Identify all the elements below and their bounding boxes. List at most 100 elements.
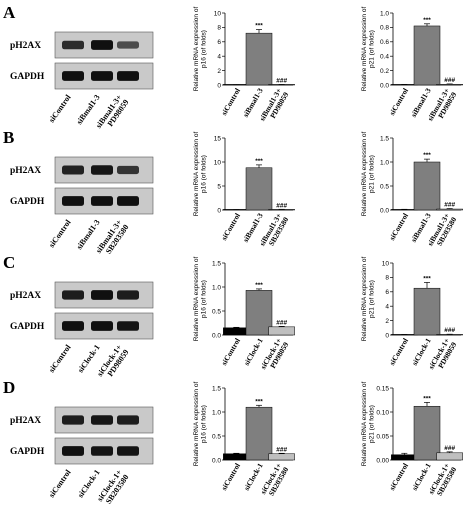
significance-marker: *** (423, 152, 431, 159)
y-tick-label: 0.5 (380, 183, 389, 190)
y-tick-label: 0 (217, 82, 221, 89)
y-tick-label: 1.5 (212, 385, 221, 392)
y-tick-label: 0.5 (212, 308, 221, 315)
bar-chart-p21: 0 2 4 6 8 10 Relative mRNA expression ofp21 (o… (361, 257, 463, 371)
y-axis-label: Relative mRNA expression ofp16 (of folds… (193, 382, 208, 467)
y-tick-label: 2 (385, 318, 389, 325)
blot-band (62, 446, 84, 456)
y-tick-label: 1.0 (380, 10, 389, 17)
y-axis-label: Relative mRNA expression ofp21 (of folds… (361, 7, 376, 92)
panel-letter: B (3, 128, 14, 147)
significance-marker: ### (276, 202, 287, 209)
y-tick-label: 6 (385, 289, 389, 296)
significance-marker: *** (255, 158, 263, 165)
blot-band (91, 321, 113, 331)
blot-band (117, 196, 139, 206)
y-tick-label: 10 (214, 10, 222, 17)
bar (436, 208, 463, 211)
panel-letter: C (3, 253, 15, 272)
blot-band (91, 40, 113, 50)
significance-marker: *** (255, 23, 263, 30)
y-tick-label: 0.0 (212, 332, 221, 339)
y-tick-label: 0.00 (376, 457, 389, 464)
y-axis-label: Relative mRNA expression ofp16 (of folds… (193, 7, 208, 92)
significance-marker: *** (423, 395, 431, 402)
bar (413, 287, 441, 336)
blot-row-label: GAPDH (10, 197, 45, 207)
y-tick-label: 1.0 (380, 159, 389, 166)
blot-row-label: pH2AX (10, 416, 41, 426)
bar (245, 406, 273, 461)
blot-band (117, 290, 139, 300)
blot-lane-label: siControl (47, 217, 73, 249)
bar-chart-p16: 0.0 0.5 1.0 1.5 Relative mRNA expression ofp… (193, 257, 295, 371)
y-tick-label: 0.6 (380, 39, 389, 46)
y-tick-label: 5 (217, 183, 221, 190)
blot-band (91, 290, 113, 300)
blot-band (117, 446, 139, 456)
blot-band (62, 196, 84, 206)
y-tick-label: 0.0 (212, 457, 221, 464)
y-tick-label: 0 (217, 207, 221, 214)
y-axis-label: Relative mRNA expression ofp21 (of folds… (361, 132, 376, 217)
significance-marker: *** (255, 282, 263, 289)
blot-band (62, 415, 84, 425)
blot-row-label: GAPDH (10, 72, 45, 82)
blot-lane-label: siControl (47, 342, 73, 374)
x-category-label: siControl (219, 212, 242, 242)
y-tick-label: 15 (214, 135, 222, 142)
blot-band (91, 71, 113, 81)
x-category-label: siControl (387, 87, 410, 117)
x-category-label: siControl (387, 212, 410, 242)
blot-band (62, 40, 84, 50)
blot-band (91, 415, 113, 425)
y-tick-label: 6 (217, 39, 221, 46)
bar-chart-p16: 0 5 10 15 Relative mRNA expression ofp16 (of… (193, 132, 295, 247)
blot-row-label: GAPDH (10, 322, 45, 332)
y-tick-label: 4 (217, 54, 221, 61)
y-axis-label: Relative mRNA expression ofp21 (of folds… (361, 257, 376, 342)
panel-letter: A (3, 3, 16, 22)
blot-row-label: GAPDH (10, 447, 45, 457)
blot-band (117, 165, 139, 175)
bar-chart-p16: 0 2 4 6 8 10 Relative mRNA expression ofp16 (o… (193, 7, 295, 122)
blot-band (91, 446, 113, 456)
bar (245, 167, 273, 211)
y-tick-label: 0.15 (376, 385, 389, 392)
x-category-label: siControl (387, 337, 410, 367)
bar (413, 405, 441, 461)
bar (436, 452, 463, 461)
blot-row-label: pH2AX (10, 41, 41, 51)
y-tick-label: 0 (385, 332, 389, 339)
bar (268, 326, 295, 336)
blot-band (117, 321, 139, 331)
y-tick-label: 1.5 (380, 135, 389, 142)
y-tick-label: 0.05 (376, 433, 389, 440)
significance-marker: ### (444, 202, 455, 209)
significance-marker: ### (276, 446, 287, 453)
blot-band (62, 290, 84, 300)
blot-band (117, 41, 139, 49)
bar (245, 32, 273, 86)
y-tick-label: 1.0 (212, 284, 221, 291)
y-tick-label: 8 (217, 25, 221, 32)
blot-band (117, 415, 139, 425)
y-tick-label: 0.0 (380, 207, 389, 214)
blot-band (62, 321, 84, 331)
y-tick-label: 0.5 (212, 433, 221, 440)
y-tick-label: 1.0 (212, 409, 221, 416)
bar (391, 454, 418, 461)
y-tick-label: 0.4 (380, 54, 389, 61)
x-category-label: siControl (219, 337, 242, 367)
bar (413, 25, 441, 86)
y-tick-label: 2 (217, 68, 221, 75)
blot-lane-label: siControl (47, 92, 73, 124)
blot-band (117, 71, 139, 81)
y-tick-label: 0.10 (376, 409, 389, 416)
